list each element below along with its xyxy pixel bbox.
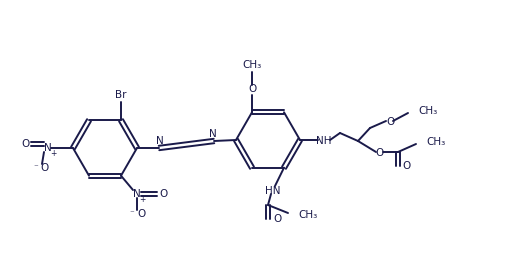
- Text: N: N: [133, 189, 141, 199]
- Text: CH₃: CH₃: [426, 137, 445, 147]
- Text: CH₃: CH₃: [418, 106, 437, 116]
- Text: NH: NH: [316, 136, 332, 146]
- Text: N: N: [209, 129, 217, 139]
- Text: N: N: [156, 136, 164, 146]
- Text: O: O: [273, 214, 281, 224]
- Text: +: +: [139, 195, 145, 204]
- Text: O: O: [159, 189, 167, 199]
- Text: CH₃: CH₃: [298, 210, 317, 220]
- Text: ⁻: ⁻: [34, 163, 38, 172]
- Text: ⁻: ⁻: [130, 210, 134, 219]
- Text: Br: Br: [115, 90, 127, 100]
- Text: O: O: [375, 148, 383, 158]
- Text: O: O: [137, 209, 145, 219]
- Text: O: O: [386, 117, 394, 127]
- Text: O: O: [402, 161, 410, 171]
- Text: CH₃: CH₃: [242, 60, 262, 70]
- Text: O: O: [21, 139, 29, 149]
- Text: +: +: [50, 148, 56, 157]
- Text: O: O: [40, 163, 48, 173]
- Text: N: N: [44, 143, 52, 153]
- Text: O: O: [248, 84, 256, 94]
- Text: HN: HN: [265, 186, 281, 196]
